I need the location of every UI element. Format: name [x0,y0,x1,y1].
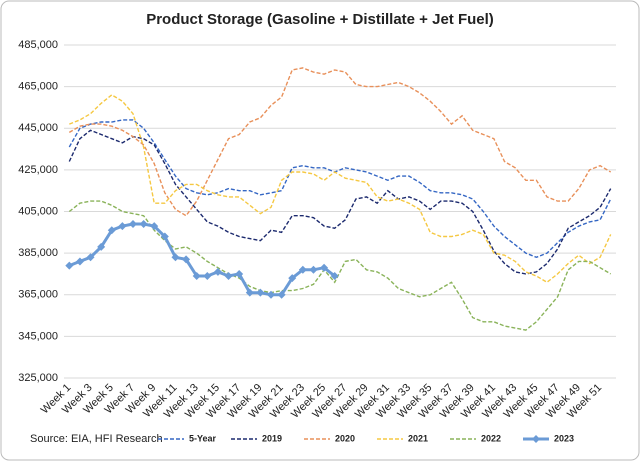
series-line [68,119,612,259]
data-point [75,257,84,266]
data-point [203,272,212,281]
data-point [192,272,201,281]
data-point [107,226,116,235]
legend-label: 2022 [481,433,501,443]
series-line [69,94,612,284]
data-point [139,219,148,228]
data-point [224,272,233,281]
data-point [309,265,318,274]
data-point [256,288,265,297]
y-tick-label: 425,000 [18,164,58,176]
y-tick-label: 365,000 [18,289,58,301]
y-tick-label: 345,000 [18,330,58,342]
y-tick-label: 485,000 [18,39,58,51]
data-point [213,267,222,276]
data-point [129,219,137,228]
legend-label: 2019 [262,433,282,443]
y-tick-label: 385,000 [18,247,58,259]
data-point [118,222,127,231]
data-point [235,269,244,278]
data-point [86,253,95,262]
y-tick-label: 445,000 [18,122,58,134]
data-point [277,290,286,299]
data-point [160,232,169,241]
data-point [330,272,339,281]
data-point [171,253,180,262]
data-point [182,255,191,264]
data-point [97,242,106,251]
series-line [68,67,612,217]
legend-label: 2021 [408,433,428,443]
data-point [320,263,329,272]
data-point [150,222,159,231]
data-point [245,288,254,297]
legend-label: 2020 [335,433,355,443]
source-note: Source: EIA, HFI Research [30,433,163,445]
chart-title: Product Storage (Gasoline + Distillate +… [146,11,494,28]
y-tick-label: 405,000 [18,205,58,217]
legend-label: 5-Year [189,433,217,443]
y-tick-label: 325,000 [18,372,58,384]
data-point [65,261,74,270]
legend-marker [532,435,540,443]
series-line [68,129,612,275]
y-tick-label: 465,000 [18,81,58,93]
data-point [288,274,297,283]
series-line [68,200,612,331]
data-point [267,290,275,299]
legend-label: 2023 [554,433,574,443]
data-point [298,265,307,274]
